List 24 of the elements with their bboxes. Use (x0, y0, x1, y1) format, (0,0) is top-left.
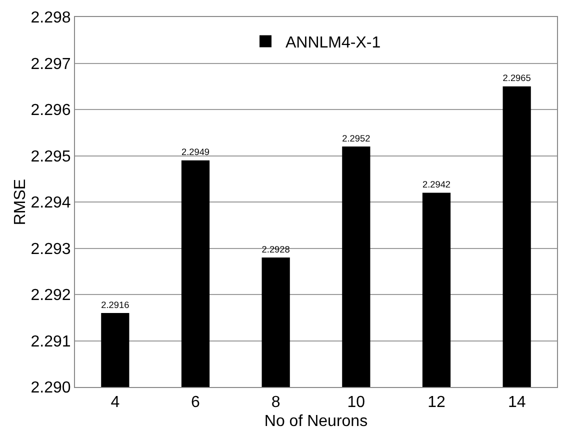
data-label: 2.2949 (181, 147, 210, 158)
x-tick-label: 12 (428, 394, 446, 412)
x-tick-label: 10 (347, 394, 366, 412)
data-label: 2.2928 (262, 244, 290, 254)
y-tick-label: 2.293 (30, 240, 71, 258)
y-tick-label: 2.295 (30, 148, 71, 166)
data-label: 2.2942 (422, 180, 451, 190)
y-axis-title: RMSE (12, 178, 29, 226)
data-label: 2.2952 (342, 133, 370, 144)
legend-label: ANNLM4-X-1 (286, 34, 381, 52)
y-tick-label: 2.294 (30, 194, 71, 212)
x-tick-label: 6 (191, 394, 200, 412)
x-tick-label: 4 (110, 394, 120, 412)
y-tick-label: 2.296 (30, 102, 71, 120)
y-tick-label: 2.290 (30, 380, 71, 397)
x-axis-title: No of Neurons (264, 412, 368, 430)
data-label: 2.2916 (101, 300, 130, 310)
y-tick-label: 2.297 (30, 56, 71, 73)
y-tick-label: 2.298 (30, 10, 71, 27)
x-tick-label: 8 (271, 394, 280, 412)
data-label: 2.2965 (502, 73, 531, 84)
x-tick-label: 14 (508, 394, 526, 412)
y-tick-label: 2.292 (30, 287, 71, 304)
y-tick-label: 2.291 (30, 333, 71, 350)
